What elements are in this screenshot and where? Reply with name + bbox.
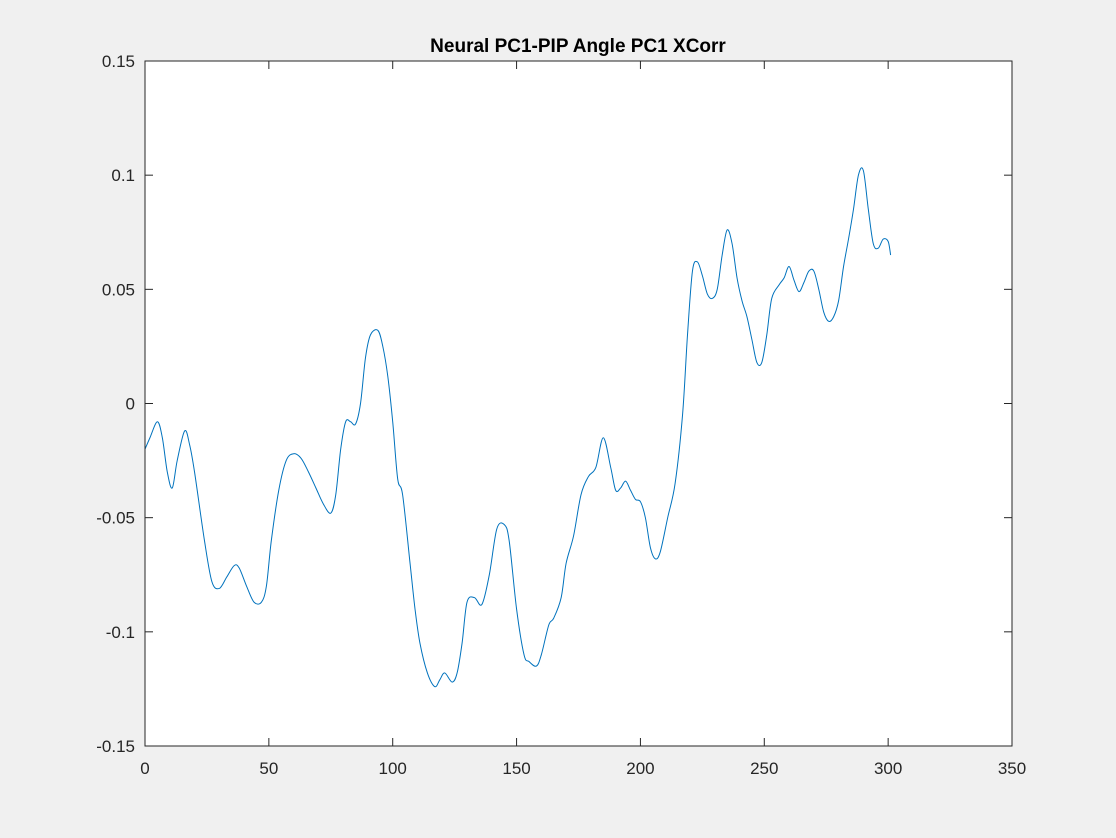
x-tick-label: 250: [750, 759, 778, 778]
x-tick-label: 50: [259, 759, 278, 778]
y-tick-label: 0.1: [111, 166, 135, 185]
x-tick-label: 0: [140, 759, 149, 778]
y-tick-label: -0.15: [96, 737, 135, 756]
chart-title: Neural PC1-PIP Angle PC1 XCorr: [430, 36, 726, 57]
plot-area: [145, 61, 1012, 746]
y-tick-label: -0.1: [106, 623, 135, 642]
y-tick-label: 0: [126, 395, 135, 414]
x-tick-label: 100: [379, 759, 407, 778]
y-tick-label: -0.05: [96, 509, 135, 528]
x-tick-label: 150: [502, 759, 530, 778]
x-tick-label: 200: [626, 759, 654, 778]
x-axis-ticks: 0 50 100 150 200 250 300 350: [140, 61, 1026, 778]
y-tick-label: 0.05: [102, 280, 135, 299]
x-tick-label: 350: [998, 759, 1026, 778]
y-tick-label: 0.15: [102, 52, 135, 71]
plot-box: [144, 60, 1013, 747]
y-axis-ticks: -0.15 -0.1 -0.05 0 0.05 0.1 0.15: [96, 52, 1012, 756]
series-line: [144, 167, 892, 688]
x-tick-label: 300: [874, 759, 902, 778]
